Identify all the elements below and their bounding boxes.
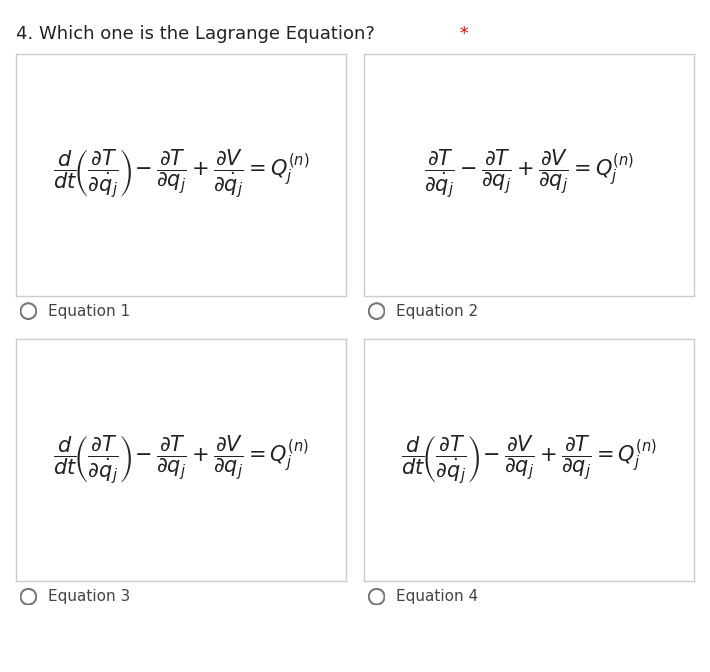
Text: Equation 1: Equation 1 [48, 304, 130, 319]
Text: 4. Which one is the Lagrange Equation?: 4. Which one is the Lagrange Equation? [16, 25, 374, 43]
Text: $\dfrac{d}{dt}\!\left(\dfrac{\partial T}{\partial \dot{q}_j}\right)\!-\dfrac{\pa: $\dfrac{d}{dt}\!\left(\dfrac{\partial T}… [53, 149, 309, 201]
Text: *: * [454, 25, 469, 43]
Text: Equation 3: Equation 3 [48, 589, 130, 604]
Text: $\dfrac{d}{dt}\!\left(\dfrac{\partial T}{\partial \dot{q}_j}\right)\!-\dfrac{\pa: $\dfrac{d}{dt}\!\left(\dfrac{\partial T}… [401, 434, 657, 487]
Text: Equation 2: Equation 2 [396, 304, 478, 319]
Text: $\dfrac{d}{dt}\!\left(\dfrac{\partial T}{\partial \dot{q}_j}\right)\!-\dfrac{\pa: $\dfrac{d}{dt}\!\left(\dfrac{\partial T}… [53, 434, 309, 487]
Text: Equation 4: Equation 4 [396, 589, 478, 604]
Text: $\dfrac{\partial T}{\partial \dot{q}_j}-\dfrac{\partial T}{\partial q_j}+\dfrac{: $\dfrac{\partial T}{\partial \dot{q}_j}-… [424, 149, 634, 201]
